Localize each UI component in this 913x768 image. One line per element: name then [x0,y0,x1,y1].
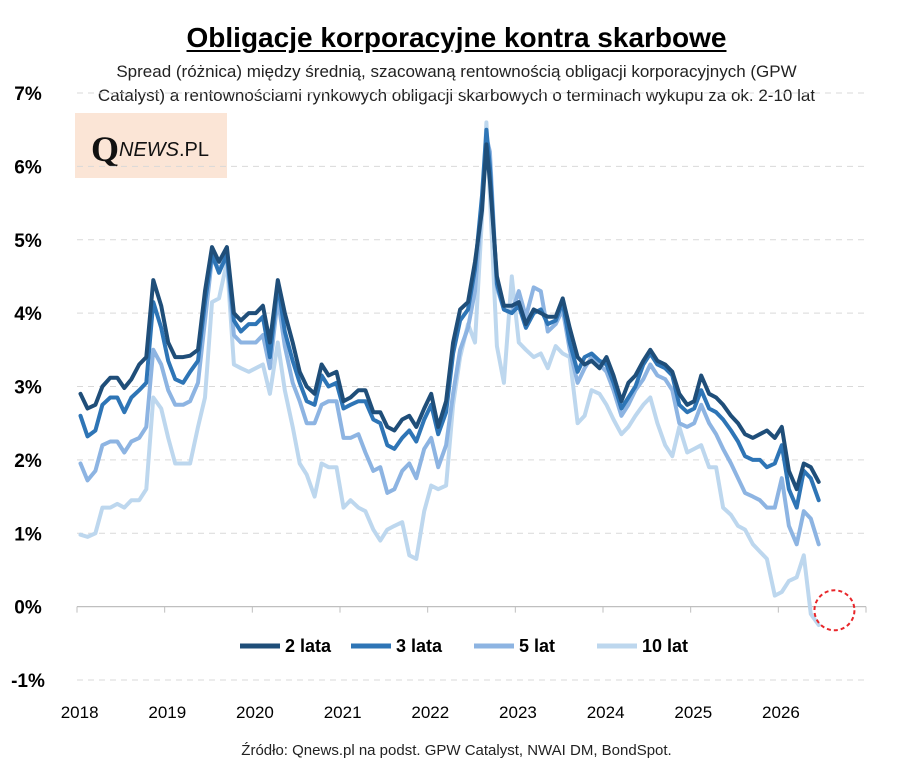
logo-wordmark: NEWS.PL [119,139,210,161]
x-tick-label: 2023 [499,703,537,722]
y-tick-label: -1% [11,671,45,692]
legend-label-s2: 2 lata [285,636,332,656]
logo-q-letter: Q [91,129,120,169]
x-tick-label: 2026 [762,703,800,722]
series-line-s5 [78,135,821,547]
y-tick-label: 3% [14,378,42,399]
highlight-circle [813,589,856,632]
x-tick-label: 2018 [61,703,99,722]
qnews-logo: Q NEWS.PL [75,113,227,178]
x-tick-label: 2022 [411,703,449,722]
x-tick-label: 2020 [236,703,274,722]
y-tick-label: 4% [14,304,42,325]
y-tick-label: 5% [14,231,42,252]
subtitle-line-2: Catalyst) a rentownościami rynkowych obl… [97,86,816,105]
y-tick-label: 7% [14,84,42,105]
x-tick-label: 2019 [148,703,186,722]
legend-label-s5: 5 lat [519,636,555,656]
x-tick-label: 2024 [587,703,625,722]
source-note: Źródło: Qnews.pl na podst. GPW Catalyst,… [241,742,672,759]
page-title: Obligacje korporacyjne kontra skarbowe [186,22,727,53]
y-tick-label: 1% [14,524,42,545]
y-tick-label: 0% [14,598,42,619]
x-tick-label: 2025 [674,703,712,722]
y-tick-label: 6% [14,157,42,178]
x-tick-label: 2021 [324,703,362,722]
subtitle-line-1: Spread (różnica) między średnią, szacowa… [116,62,797,81]
y-tick-label: 2% [14,451,42,472]
series-line-s2 [78,142,821,492]
legend-label-s10: 10 lat [642,636,688,656]
legend-label-s3: 3 lata [396,636,443,656]
